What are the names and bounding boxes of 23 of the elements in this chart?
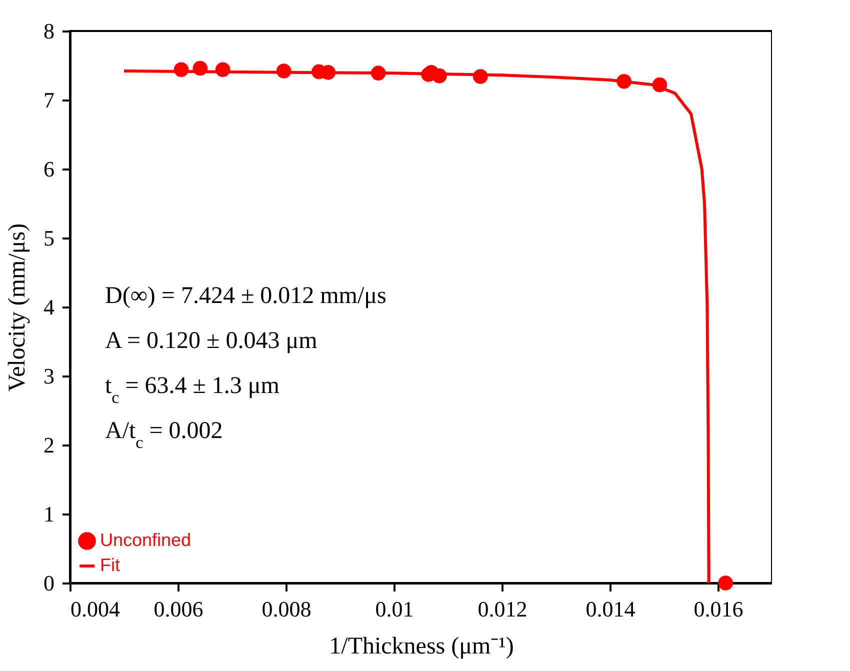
y-tick-label: 3	[44, 364, 54, 388]
legend-label: Fit	[100, 555, 120, 575]
y-tick-label: 1	[44, 502, 54, 526]
legend-label: Unconfined	[100, 530, 192, 550]
x-tick-label: 0.008	[262, 596, 312, 622]
x-tick-label: 0.01	[375, 596, 414, 622]
y-tick-label: 7	[44, 88, 54, 112]
y-tick-label: 6	[44, 156, 54, 182]
y-tick-label: 5	[44, 226, 54, 250]
y-tick-label: 8	[44, 18, 54, 44]
point	[718, 576, 733, 590]
x-tick-label: 0.004	[70, 596, 120, 622]
y-tick-label: 2	[44, 432, 54, 458]
annotation: A = 0.120 ± 0.043 μm	[105, 328, 318, 354]
y-tick-label: 4	[44, 294, 54, 320]
y-axis-title: Velocity (mm/μs)	[4, 223, 30, 392]
annotation: D(∞) = 7.424 ± 0.012 mm/μs	[105, 283, 386, 309]
x-tick-label: 0.012	[478, 596, 528, 622]
x-tick-label: 0.016	[694, 596, 744, 622]
y-tick-label: 0	[44, 570, 54, 596]
x-axis-title: 1/Thickness (μm⁻¹)	[329, 634, 514, 660]
x-tick-label: 0.014	[586, 596, 636, 622]
x-tick-label: 0.006	[154, 596, 204, 622]
